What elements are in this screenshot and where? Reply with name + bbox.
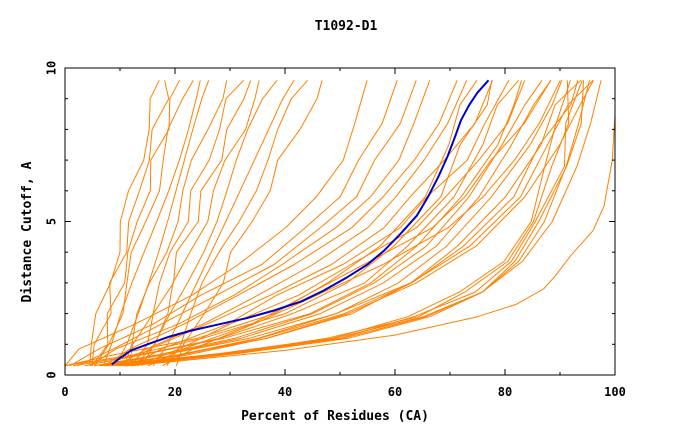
plot-border	[64, 67, 616, 376]
model-curve	[130, 80, 510, 367]
model-curve	[77, 80, 417, 367]
chart-title: T1092-D1	[315, 19, 378, 34]
model-curves	[64, 79, 616, 367]
model-curve	[124, 80, 584, 367]
model-curve	[125, 80, 493, 367]
model-curve	[116, 79, 594, 367]
y-tick-label: 5	[45, 218, 59, 225]
y-axis-label: Distance Cutoff, A	[20, 161, 35, 302]
model-curve	[162, 80, 561, 367]
highlight-curve-layer	[111, 79, 490, 366]
model-curve	[141, 79, 278, 367]
model-curve	[134, 80, 260, 367]
model-curve	[91, 80, 181, 367]
plot-frame	[64, 67, 616, 376]
model-curve	[166, 79, 308, 367]
x-axis-label: Percent of Residues (CA)	[241, 409, 429, 424]
model-curve	[104, 80, 458, 367]
model-curve	[69, 80, 398, 367]
y-tick-label: 10	[45, 61, 59, 75]
x-tick-label: 80	[498, 385, 512, 399]
model-curve	[104, 79, 582, 367]
x-tick-label: 0	[61, 385, 68, 399]
model-curve	[147, 80, 552, 367]
model-curve	[64, 80, 493, 367]
model-curve	[116, 80, 468, 367]
x-tick-label: 100	[604, 385, 626, 399]
model-curve	[73, 79, 519, 367]
x-tick-label: 20	[168, 385, 182, 399]
model-curve	[89, 80, 431, 367]
model-curve	[123, 80, 594, 367]
model-curve	[101, 80, 563, 367]
model-curve	[110, 80, 570, 367]
model-curve	[84, 80, 523, 367]
model-curve	[91, 80, 170, 366]
model-curve	[126, 80, 590, 367]
model-curve	[105, 80, 571, 367]
highlight-curve	[111, 79, 490, 366]
model-curve	[103, 80, 201, 366]
model-curve	[64, 80, 368, 367]
model-curve	[125, 80, 602, 367]
model-curve	[123, 80, 228, 366]
model-curve	[175, 80, 323, 366]
axis-ticks: 0 20 40 60 80 100 0 5 10	[45, 61, 626, 399]
x-tick-label: 40	[278, 385, 292, 399]
x-tick-label: 60	[388, 385, 402, 399]
model-curve	[130, 80, 252, 367]
model-curve	[137, 80, 526, 367]
y-tick-label: 0	[45, 371, 59, 378]
model-curve	[94, 80, 194, 367]
model-curve	[64, 80, 478, 367]
model-curve	[152, 80, 295, 367]
model-curve	[89, 80, 160, 366]
model-curve	[94, 80, 543, 367]
model-curve	[99, 80, 552, 367]
model-curve	[128, 79, 245, 366]
